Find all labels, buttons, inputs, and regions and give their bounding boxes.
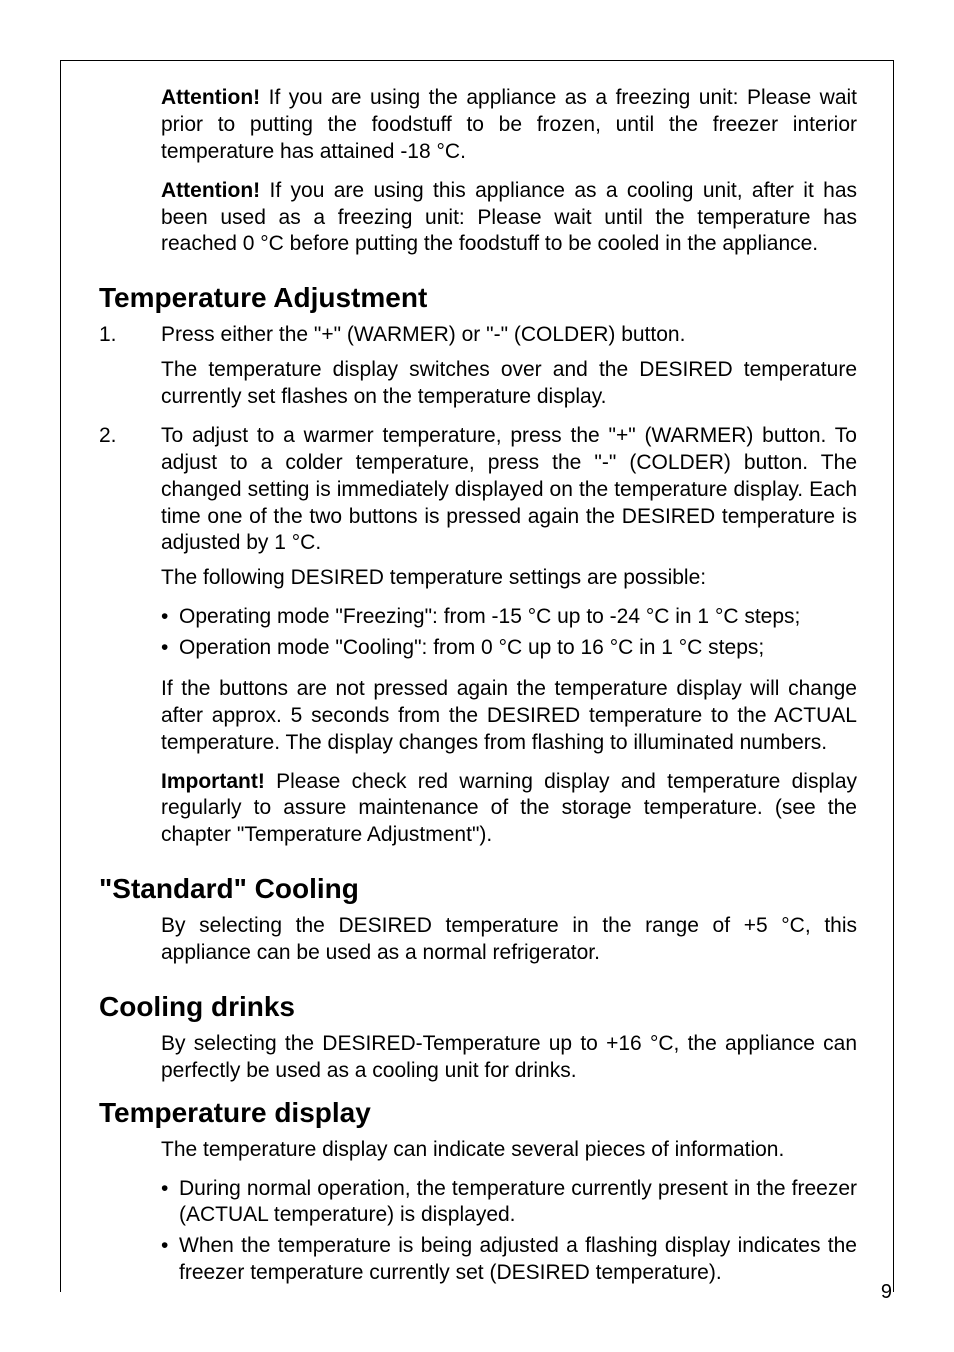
bullet-dot: •	[161, 635, 179, 662]
attention-label-2: Attention!	[161, 179, 260, 202]
important-label: Important!	[161, 770, 265, 793]
bullet-desired-text: When the temperature is being adjusted a…	[179, 1233, 857, 1287]
heading-temperature-display: Temperature display	[99, 1097, 857, 1129]
bullet-dot: •	[161, 1233, 179, 1287]
bullet-actual-text: During normal operation, the temperature…	[179, 1176, 857, 1230]
step-2-number: 2.	[99, 423, 161, 557]
step-2-text: To adjust to a warmer temperature, press…	[161, 423, 857, 557]
attention-cooling-para: Attention! If you are using this applian…	[161, 178, 857, 259]
standard-cooling-para: By selecting the DESIRED temperature in …	[161, 913, 857, 967]
step-1-number: 1.	[99, 322, 161, 349]
page-content: Attention! If you are using the applianc…	[61, 85, 893, 1287]
bullet-cooling-text: Operation mode "Cooling": from 0 °C up t…	[179, 635, 857, 662]
step-2: 2. To adjust to a warmer temperature, pr…	[99, 423, 857, 557]
bullet-actual-temp: • During normal operation, the temperatu…	[161, 1176, 857, 1230]
page-number: 9	[881, 1281, 892, 1304]
step-1-text: Press either the "+" (WARMER) or "-" (CO…	[161, 322, 857, 349]
bullet-cooling-mode: • Operation mode "Cooling": from 0 °C up…	[161, 635, 857, 662]
bullet-desired-temp: • When the temperature is being adjusted…	[161, 1233, 857, 1287]
page-frame: Attention! If you are using the applianc…	[60, 60, 894, 1292]
temp-display-intro: The temperature display can indicate sev…	[161, 1137, 857, 1164]
attention-freezing-para: Attention! If you are using the applianc…	[161, 85, 857, 166]
step-2-sub2: If the buttons are not pressed again the…	[161, 676, 857, 757]
bullet-dot: •	[161, 604, 179, 631]
step-1: 1. Press either the "+" (WARMER) or "-" …	[99, 322, 857, 349]
important-text: Please check red warning display and tem…	[161, 770, 857, 847]
bullet-dot: •	[161, 1176, 179, 1230]
heading-cooling-drinks: Cooling drinks	[99, 991, 857, 1023]
step-2-sub1: The following DESIRED temperature settin…	[161, 565, 857, 592]
bullet-freezing-mode: • Operating mode "Freezing": from -15 °C…	[161, 604, 857, 631]
heading-temperature-adjustment: Temperature Adjustment	[99, 282, 857, 314]
cooling-drinks-para: By selecting the DESIRED-Temperature up …	[161, 1031, 857, 1085]
step-1-sub: The temperature display switches over an…	[161, 357, 857, 411]
attention-text-1: If you are using the appliance as a free…	[161, 86, 857, 163]
step-2-important: Important! Please check red warning disp…	[161, 769, 857, 850]
attention-text-2: If you are using this appliance as a coo…	[161, 179, 857, 256]
bullet-freezing-text: Operating mode "Freezing": from -15 °C u…	[179, 604, 857, 631]
attention-label-1: Attention!	[161, 86, 260, 109]
heading-standard-cooling: "Standard" Cooling	[99, 873, 857, 905]
